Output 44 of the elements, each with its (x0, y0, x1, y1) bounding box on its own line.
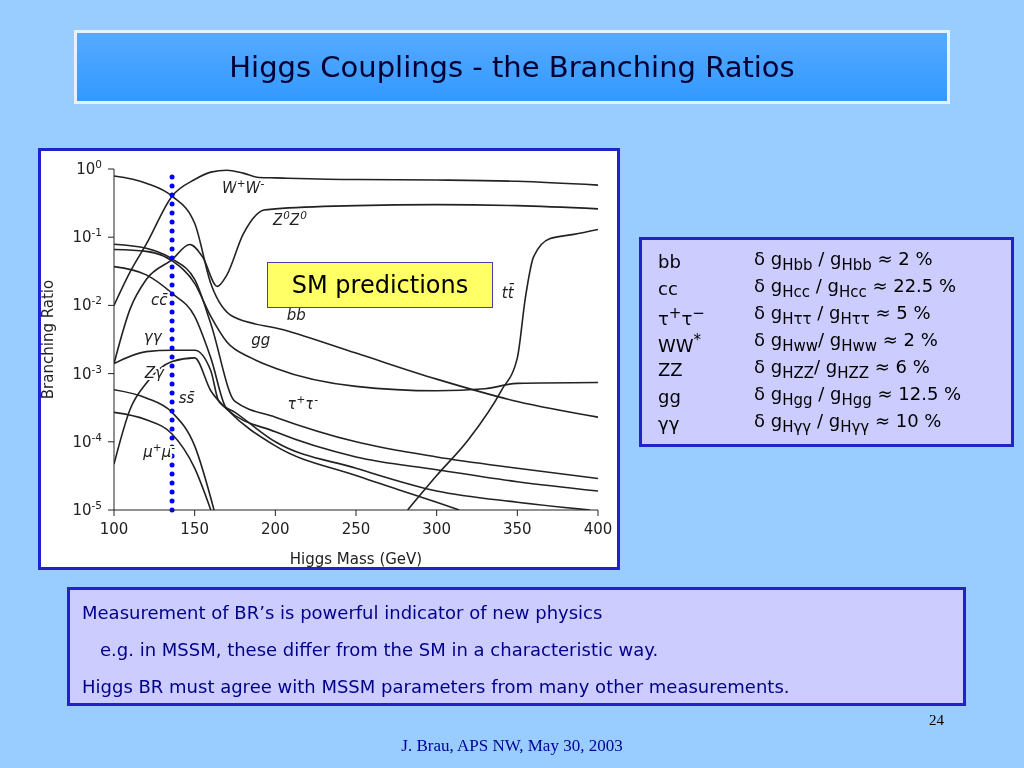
y-tick-label: 10$^{-2}$ (72, 294, 102, 315)
text: δ g$_{Hcc}$ / g$_{Hcc}$ ≈ 22.5 % (754, 274, 957, 302)
x-tick-label: 150 (180, 520, 209, 538)
text: δ g$_{Hττ}$ / g$_{Hττ}$ ≈ 5 % (754, 301, 931, 329)
text: 24 (929, 712, 944, 729)
x-tick-label: 350 (503, 520, 532, 538)
text: δ g$_{HZZ}$/ g$_{HZZ}$ ≈ 6 % (754, 355, 930, 383)
y-tick-label: 10$^{-1}$ (72, 226, 102, 247)
y-tick-label: 10$^{0}$ (76, 158, 102, 178)
series-label: gg (251, 331, 271, 350)
y-tick-label: 10$^{-5}$ (72, 499, 102, 519)
x-tick-label: 200 (261, 520, 290, 538)
text: δ g$_{Hww}$/ g$_{Hww}$ ≈ 2 % (754, 328, 938, 356)
text: J. Brau, APS NW, May 30, 2003 (400, 736, 624, 756)
series-label: τ$^{+}$τ$^{-}$ (287, 393, 319, 414)
x-tick-label: 300 (422, 520, 451, 538)
text: δ g$_{Hgg}$ / g$_{Hgg}$ ≈ 12.5 % (754, 382, 962, 410)
text: ZZ (658, 358, 684, 380)
text: gg (658, 385, 682, 407)
annotation: SM predictions (291, 271, 469, 299)
text: δ g$_{Hbb}$ / g$_{Hbb}$ ≈ 2 % (754, 247, 933, 275)
series-label: γγ (143, 328, 163, 347)
text: cc (658, 277, 679, 299)
x-tick-label: 400 (583, 520, 613, 538)
text: WW$^{*}$ (658, 329, 703, 356)
text: δ g$_{Hγγ}$ / g$_{Hγγ}$ ≈ 10 % (754, 409, 942, 437)
y-tick-label: 10$^{-3}$ (72, 362, 102, 383)
text: γγ (658, 412, 681, 434)
x-tick-label: 250 (341, 520, 371, 538)
y-tick-label: 10$^{-4}$ (72, 430, 103, 451)
text: Measurement of BR’s is powerful indicator of new physics (82, 601, 604, 625)
series-label: cc̄ (150, 291, 169, 310)
text: e.g. in MSSM, these differ from the SM in a characteristic way. (99, 638, 660, 662)
text: Higgs BR must agree with MSSM parameters from many other measurements. (82, 675, 791, 699)
series-label: W$^{+}$W$^{-}$ (221, 176, 265, 197)
series-label: tt̄ (501, 282, 515, 302)
y-axis-title: Branching Ratio (39, 279, 58, 400)
series-label: μ$^{+}$μ$^{-}$ (142, 440, 176, 461)
text: τ$^{+}$τ$^{−}$ (658, 302, 706, 329)
x-tick-label: 100 (99, 520, 129, 538)
series-label: ss̄ (178, 389, 195, 408)
chart-title: Higgs Couplings - the Branching Ratios (74, 30, 950, 104)
text: bb (658, 250, 682, 272)
x-axis-title: Higgs Mass (GeV) (289, 550, 423, 568)
